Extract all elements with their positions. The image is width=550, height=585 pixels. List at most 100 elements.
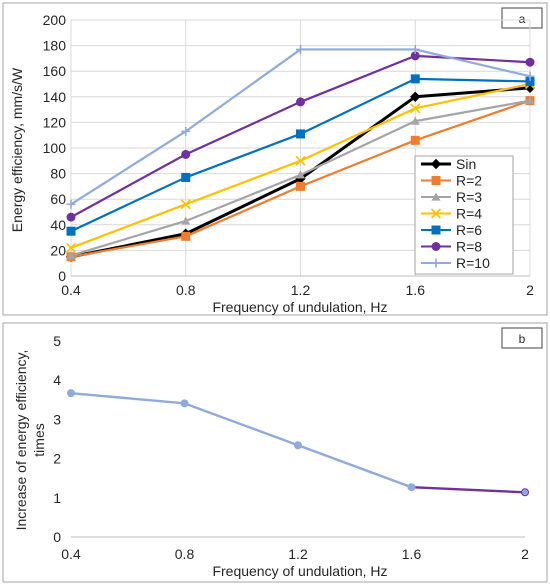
panel-b: b 0 1 2 3 4 5 0.4 0.8 1.2 1.6 2 Frequency of undu… — [2, 322, 548, 583]
legend-label: R=8 — [456, 239, 482, 255]
y-tick-label: 180 — [43, 38, 67, 54]
legend-item: Sin — [421, 156, 476, 172]
panel-b-label: b — [519, 332, 526, 346]
y-tick-label: 1 — [53, 490, 61, 506]
panel-b-x-axis-label: Frequency of undulation, Hz — [212, 563, 387, 579]
data-point — [407, 483, 416, 492]
panel-b-y-axis-label: Increase of energy efficiency, times — [13, 350, 47, 531]
series-segment — [69, 391, 186, 405]
data-point — [410, 91, 421, 103]
panel-a: a 0 20 40 60 80 100 120 140 160 180 200 0.4 0.8 1.2 1… — [2, 2, 548, 316]
y-tick-label: 140 — [43, 89, 67, 105]
data-point — [525, 76, 535, 86]
panel-b-frame — [2, 322, 548, 583]
legend-item: R=3 — [421, 189, 482, 205]
data-point — [521, 488, 529, 497]
panel-b-y-ticks: 0 1 2 3 4 5 — [53, 333, 61, 545]
data-point — [296, 97, 305, 107]
x-tick-label: 1.6 — [406, 282, 426, 298]
legend-swatch-marker-stroke-2 — [430, 208, 442, 219]
data-point — [296, 181, 305, 191]
legend-swatch-marker — [430, 158, 442, 170]
y-tick-label: 40 — [50, 217, 66, 233]
legend-swatch-marker — [431, 192, 441, 201]
legend-label: R=4 — [456, 206, 482, 222]
data-point — [410, 135, 420, 145]
series-segment — [296, 444, 413, 489]
legend-swatch-marker — [431, 258, 441, 268]
data-point — [180, 399, 189, 408]
y-tick-label: 0 — [53, 529, 61, 545]
x-tick-label: 1.6 — [402, 546, 422, 562]
x-tick-label: 0.8 — [176, 282, 196, 298]
panel-a-y-ticks: 0 20 40 60 80 100 120 140 160 180 200 — [43, 12, 67, 284]
data-point — [181, 216, 191, 225]
y-tick-label: 2 — [53, 451, 61, 467]
y-tick-label: 120 — [43, 114, 67, 130]
legend-swatch-marker — [430, 208, 442, 219]
data-point — [66, 251, 76, 260]
x-tick-label: 2 — [526, 282, 534, 298]
data-point — [66, 226, 76, 236]
y-tick-label: 5 — [53, 333, 61, 349]
data-point-stroke-2 — [410, 103, 421, 114]
panel-a-legend-box — [414, 155, 514, 275]
data-point — [296, 170, 305, 179]
y-tick-label: 80 — [50, 166, 66, 182]
data-point — [67, 389, 75, 398]
data-point — [525, 71, 535, 81]
data-point — [181, 231, 191, 241]
legend-label: R=6 — [456, 222, 482, 238]
data-point — [525, 57, 535, 67]
legend-item: R=6 — [421, 222, 482, 238]
series-segment — [410, 486, 527, 494]
legend-swatch-marker — [431, 225, 441, 235]
panel-a-y-axis-label: Energy efficiency, mm/s/W — [9, 67, 25, 232]
x-tick-label: 1.2 — [288, 546, 308, 562]
y-tick-label: 200 — [43, 12, 67, 28]
panel-b-series — [67, 389, 529, 497]
data-point — [410, 74, 420, 84]
data-point — [294, 441, 302, 450]
legend-label: R=10 — [456, 255, 490, 271]
x-tick-label: 0.4 — [61, 282, 81, 298]
y-tick-label: 60 — [50, 191, 66, 207]
legend-item: R=2 — [421, 173, 482, 189]
legend-label: R=2 — [456, 173, 482, 189]
data-point — [295, 155, 306, 166]
x-tick-label: 0.8 — [175, 546, 195, 562]
legend-label: R=3 — [456, 189, 482, 205]
x-tick-label: 2 — [521, 546, 529, 562]
series-r-4 — [65, 78, 536, 253]
data-point — [181, 172, 191, 182]
series-r-3 — [66, 96, 535, 260]
panel-a-label-box — [501, 7, 543, 29]
panel-a-x-ticks: 0.4 0.8 1.2 1.6 2 — [61, 282, 534, 298]
panel-b-label-box — [501, 327, 543, 349]
data-point — [180, 199, 191, 210]
panel-b-y-axis-label-line-1: Increase of energy efficiency, — [13, 350, 29, 531]
data-point — [410, 103, 421, 114]
data-point-stroke-2 — [295, 155, 306, 166]
y-tick-label: 160 — [43, 63, 67, 79]
y-tick-label: 4 — [53, 372, 61, 388]
y-tick-label: 3 — [53, 411, 61, 427]
legend-item: R=10 — [421, 255, 490, 271]
series-r-6 — [66, 74, 535, 236]
data-point — [410, 44, 420, 54]
data-point — [296, 129, 305, 139]
y-tick-label: 0 — [58, 268, 66, 284]
panel-b-x-ticks: 0.4 0.8 1.2 1.6 2 — [61, 546, 529, 562]
data-point — [410, 116, 420, 125]
x-tick-label: 0.4 — [61, 546, 81, 562]
data-point — [66, 199, 76, 209]
data-point — [525, 96, 535, 105]
panel-b-y-axis-label-line-2: times — [31, 423, 47, 456]
data-point — [181, 126, 191, 136]
legend-swatch-marker — [431, 176, 441, 185]
data-point — [181, 149, 191, 159]
legend-item: R=8 — [421, 239, 482, 255]
